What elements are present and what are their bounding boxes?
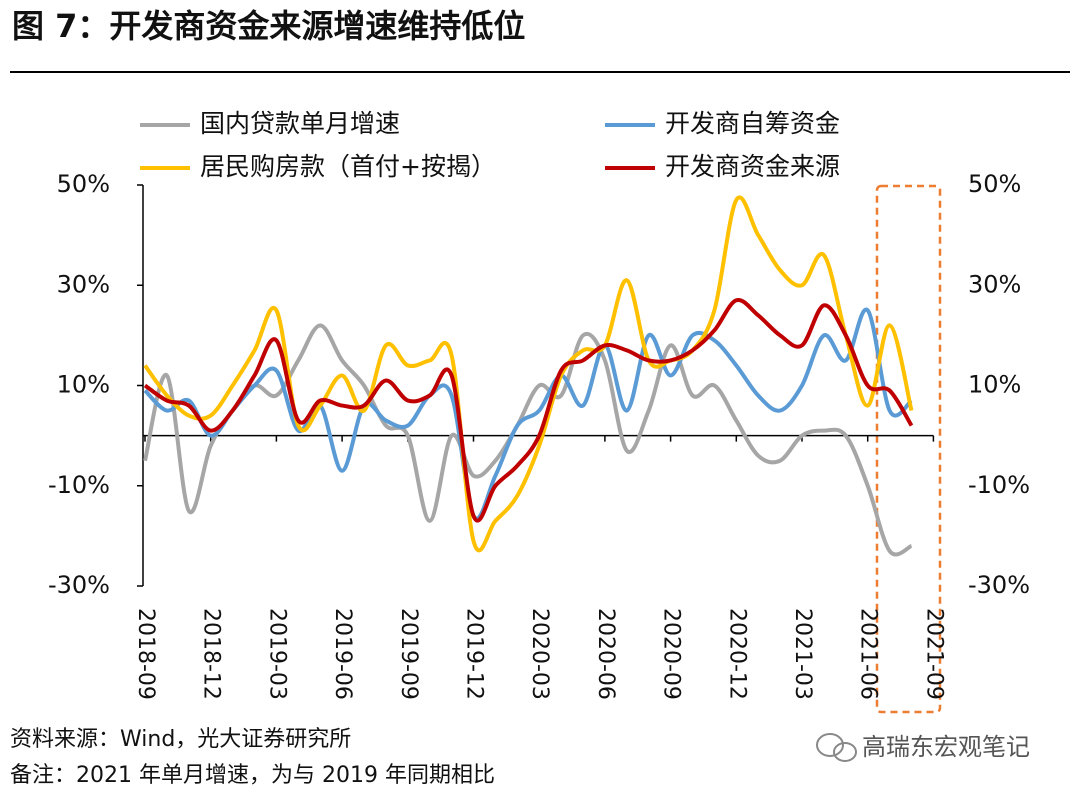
y-tick-label: 50% [57,170,110,198]
x-tick-label: 2020-12 [724,608,749,700]
series-line [143,297,914,523]
y-tick-label: -10% [48,471,110,499]
legend-label: 国内贷款单月增速 [200,109,400,138]
x-tick-label: 2020-03 [527,608,552,700]
y-tick-label: -30% [48,571,110,599]
series-line [143,307,913,521]
y2-tick-label: -30% [968,571,1030,599]
y2-tick-label: 30% [968,270,1021,298]
legend-label: 开发商自筹资金 [665,109,840,138]
legend-label: 开发商资金来源 [665,152,840,181]
y2-tick-label: 10% [968,371,1021,399]
watermark-icon [816,733,857,762]
x-tick-label: 2019-06 [330,608,355,700]
y2-tick-label: 50% [968,170,1021,198]
y2-tick-label: -10% [968,471,1030,499]
x-tick-label: 2019-09 [396,608,421,700]
x-tick-label: 2020-09 [659,608,684,700]
series-line [143,195,914,553]
remark-note: 备注：2021 年单月增速，为与 2019 年同期相比 [10,763,495,788]
legend-label: 居民购房款（首付+按揭） [200,152,496,181]
watermark: 高瑞东宏观笔记 [862,733,1030,761]
source-note: 资料来源：Wind，光大证券研究所 [10,727,351,752]
x-tick-label: 2018-12 [199,608,224,700]
x-tick-label: 2021-03 [790,608,815,700]
highlight-box [875,184,942,714]
x-tick-label: 2019-12 [462,608,487,700]
y-tick-label: 30% [57,270,110,298]
x-tick-label: 2018-09 [133,608,158,700]
x-tick-label: 2021-09 [921,608,946,700]
chart-title: 图 7：开发商资金来源增速维持低位 [12,7,525,45]
x-tick-label: 2021-06 [856,608,881,700]
y-tick-label: 10% [57,371,110,399]
x-tick-label: 2020-06 [593,608,618,700]
x-tick-label: 2019-03 [264,608,289,700]
